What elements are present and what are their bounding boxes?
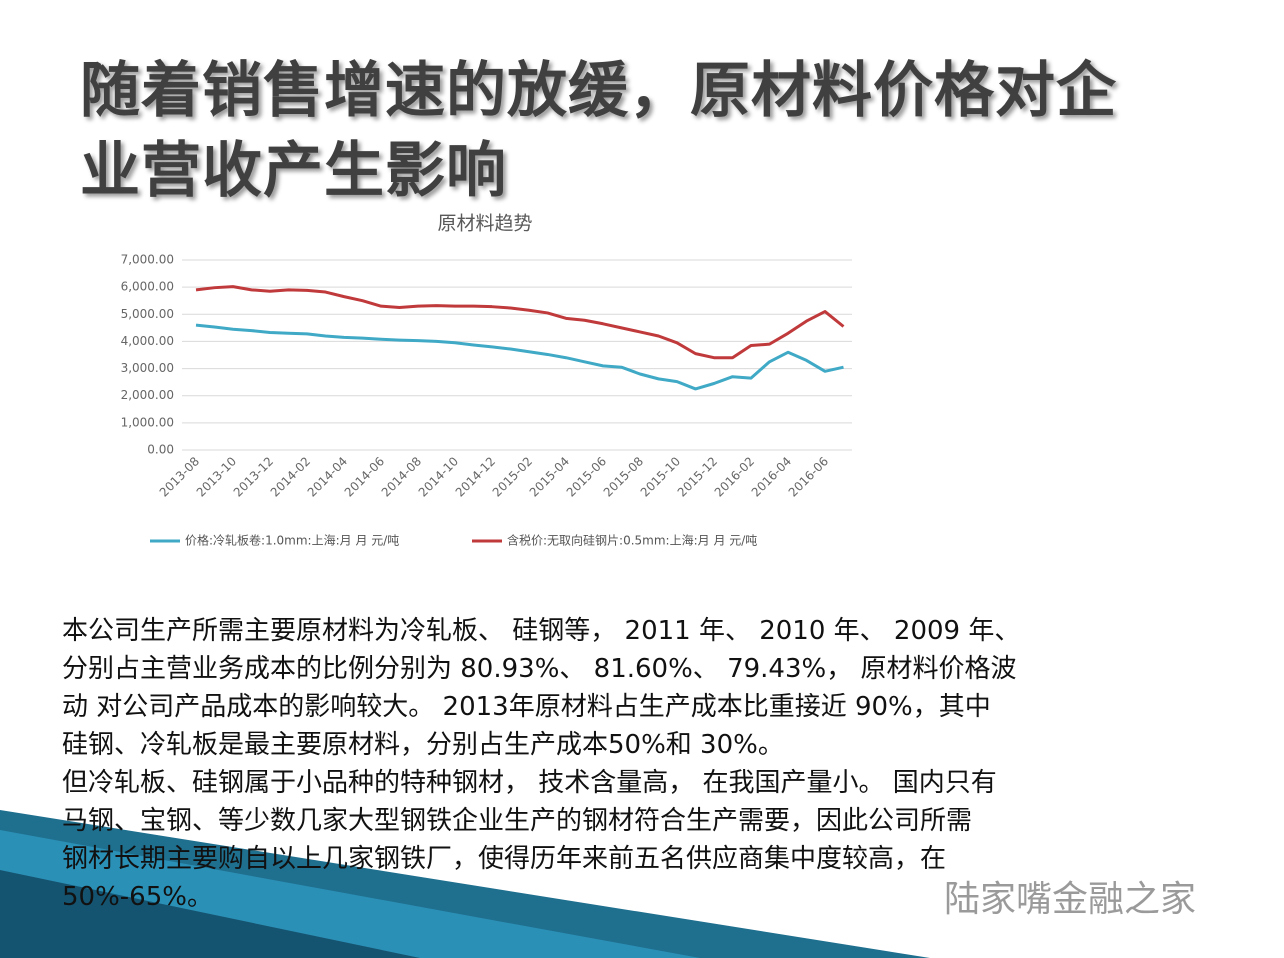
x-tick-label: 2014-04 (305, 454, 350, 499)
y-tick-label: 1,000.00 (121, 415, 174, 429)
x-tick-label: 2013-10 (194, 454, 239, 499)
x-tick-label: 2013-12 (231, 454, 276, 499)
y-tick-label: 2,000.00 (121, 388, 174, 402)
chart: 原材料趋势 0.00 1,000.00 2,000.00 3,000.00 4,000.… (121, 213, 852, 548)
x-tick-label: 2014-12 (453, 454, 498, 499)
y-tick-label: 5,000.00 (121, 307, 174, 321)
x-tick-label: 2015-02 (490, 454, 535, 499)
body-line: 但冷轧板、硅钢属于小品种的特种钢材， 技术含量高， 在我国产量小。 国内只有 (62, 768, 997, 798)
line-series (195, 285, 845, 360)
body-line: 本公司生产所需主要原材料为冷轧板、 硅钢等， 2011 年、 2010 年、 2… (62, 616, 1021, 646)
y-tick-label: 4,000.00 (121, 334, 174, 348)
x-tick-label: 2014-08 (379, 454, 424, 499)
x-tick-label: 2016-06 (786, 454, 831, 499)
y-tick-label: 0.00 (147, 443, 174, 457)
x-tick-label: 2015-10 (638, 454, 683, 499)
chart-title: 原材料趋势 (437, 213, 532, 235)
body-line: 钢材长期主要购自以上几家钢铁厂，使得历年来前五名供应商集中度较高，在 (62, 844, 947, 874)
watermark: 陆家嘴金融之家 (944, 879, 1197, 920)
x-tick-label: 2015-12 (675, 454, 720, 499)
y-tick-label: 6,000.00 (121, 280, 174, 294)
slide-title: 业营收产生影响 (80, 136, 507, 206)
x-tick-label: 2014-10 (416, 454, 461, 499)
x-tick-label: 2014-02 (268, 454, 313, 499)
body-line: 50%-65%。 (62, 882, 213, 912)
x-tick-label: 2015-04 (527, 454, 572, 499)
x-tick-label: 2015-06 (564, 454, 609, 499)
body-line: 分别占主营业务成本的比例分别为 80.93%、 81.60%、 79.43%， … (62, 654, 1017, 684)
x-tick-label: 2015-08 (601, 454, 646, 499)
slide-title: 随着销售增速的放缓，原材料价格对企 (80, 56, 1117, 126)
line-series (195, 323, 844, 391)
x-tick-label: 2016-04 (749, 454, 794, 499)
x-tick-label: 2016-02 (712, 454, 757, 499)
body-line: 硅钢、冷轧板是最主要原材料，分别占生产成本50%和 30%。 (62, 730, 784, 760)
x-tick-label: 2014-06 (342, 454, 387, 499)
legend-label: 价格:冷轧板卷:1.0mm:上海:月 月 元/吨 (185, 533, 399, 548)
y-tick-label: 3,000.00 (121, 361, 174, 375)
body-line: 动 对公司产品成本的影响较大。 2013年原材料占生产成本比重接近 90%，其中 (62, 692, 991, 722)
x-tick-label: 2013-08 (157, 454, 202, 499)
y-tick-label: 7,000.00 (121, 253, 174, 267)
legend-label: 含税价:无取向硅钢片:0.5mm:上海:月 月 元/吨 (507, 533, 757, 548)
body-line: 马钢、宝钢、等少数几家大型钢铁企业生产的钢材符合生产需要，因此公司所需 (62, 806, 973, 836)
